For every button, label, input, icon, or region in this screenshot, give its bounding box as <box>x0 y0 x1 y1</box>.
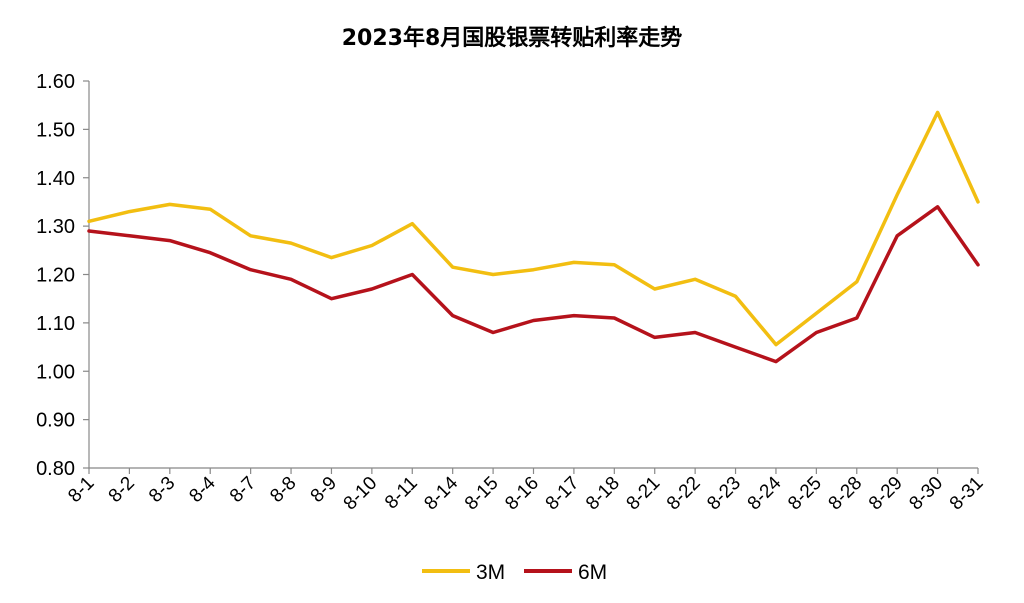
plot-lines <box>87 110 980 364</box>
x-tick-label: 8-31 <box>946 473 988 515</box>
x-tick-label: 8-15 <box>461 473 503 515</box>
y-tick-label: 1.10 <box>36 313 75 335</box>
legend-label-3m: 3M <box>476 561 505 584</box>
x-tick-label: 8-2 <box>105 473 139 507</box>
x-tick-label: 8-28 <box>825 473 867 515</box>
x-tick-label: 8-22 <box>663 473 705 515</box>
x-tick-label: 8-29 <box>865 473 907 515</box>
x-tick-label: 8-7 <box>226 473 260 507</box>
x-tick-label: 8-11 <box>381 473 422 514</box>
y-tick-label: 1.20 <box>36 265 75 287</box>
y-tick-label: 0.80 <box>36 458 75 480</box>
x-tick-label: 8-17 <box>542 473 584 515</box>
x-tick-label: 8-8 <box>266 473 300 507</box>
series-line-6m <box>87 205 980 364</box>
x-tick-label: 8-25 <box>784 473 826 515</box>
x-tick-label: 8-16 <box>501 473 543 515</box>
x-tick-label: 8-14 <box>420 472 462 514</box>
x-tick-label: 8-9 <box>307 473 341 507</box>
x-tick-label: 8-18 <box>582 473 624 515</box>
x-tick-label: 8-10 <box>340 473 382 515</box>
x-tick-label: 8-24 <box>744 472 786 514</box>
legend-label-6m: 6M <box>578 561 607 584</box>
y-tick-label: 1.30 <box>36 216 75 238</box>
x-tick-label: 8-3 <box>145 473 179 507</box>
x-tick-label: 8-30 <box>905 473 947 515</box>
y-axis: 0.80 0.90 1.00 1.10 1.20 1.30 1.40 1.50 1.60 <box>36 71 90 480</box>
y-tick-label: 0.90 <box>36 410 75 432</box>
y-tick-label: 1.60 <box>36 71 75 93</box>
x-axis: 8-1 8-2 8-3 8-4 8-7 8-8 8-98-10 8-118-148-158-1… <box>64 467 988 515</box>
x-tick-label: 8-21 <box>623 473 665 515</box>
series-line-3m <box>87 110 980 347</box>
x-tick-label: 8-4 <box>185 472 220 507</box>
x-tick-label: 8-23 <box>703 473 745 515</box>
y-tick-label: 1.50 <box>36 119 75 141</box>
chart-title: 2023年8月国股银票转贴利率走势 <box>342 25 683 51</box>
legend: 3M 6M <box>422 561 607 584</box>
y-tick-label: 1.40 <box>36 168 75 190</box>
y-tick-label: 1.00 <box>36 361 75 383</box>
